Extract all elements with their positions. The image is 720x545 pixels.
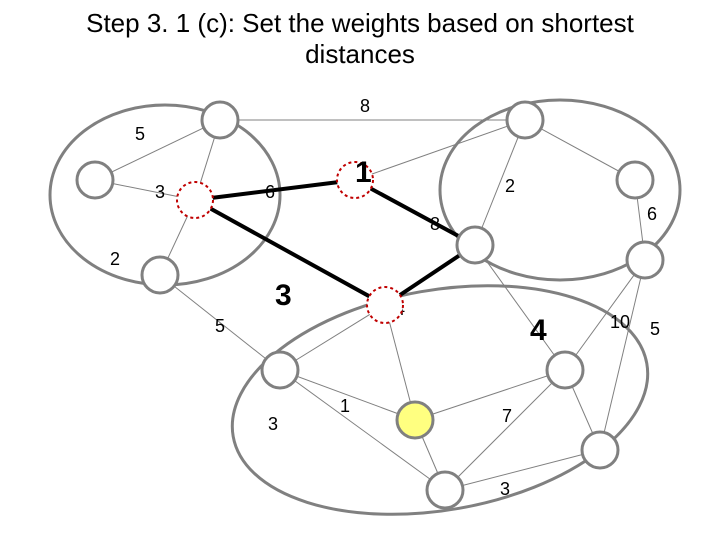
diagram-canvas: 53826528610513473134 <box>0 80 720 540</box>
edge-weight-label: 5 <box>650 319 660 339</box>
edge <box>415 370 565 420</box>
edge-weight-label: 3 <box>155 182 165 202</box>
page-title: Step 3. 1 (c): Set the weights based on … <box>0 8 720 70</box>
edge <box>355 180 475 245</box>
edge <box>445 370 565 490</box>
graph-node <box>177 182 213 218</box>
network-svg: 53826528610513473134 <box>0 80 720 540</box>
edge <box>565 260 645 370</box>
edge <box>95 120 220 180</box>
edge-weight-label: 3 <box>500 479 510 499</box>
graph-node <box>617 162 653 198</box>
edge-weight-label: 2 <box>505 176 515 196</box>
title-line1: Step 3. 1 (c): Set the weights based on … <box>86 8 634 38</box>
graph-node <box>367 287 403 323</box>
graph-node <box>507 102 543 138</box>
edge-weight-label: 7 <box>502 406 512 426</box>
edge-weight-label: 5 <box>135 124 145 144</box>
title-line2: distances <box>305 39 415 69</box>
edge-weight-label: 8 <box>360 96 370 116</box>
edge-weight-label: 6 <box>647 204 657 224</box>
graph-node <box>427 472 463 508</box>
edge <box>600 260 645 450</box>
graph-node <box>77 162 113 198</box>
edge-weight-label: 2 <box>110 249 120 269</box>
edge-weight-label: 6 <box>265 182 275 202</box>
graph-node <box>547 352 583 388</box>
graph-node <box>262 352 298 388</box>
edge <box>445 450 600 490</box>
graph-node <box>142 257 178 293</box>
bold-weight-label: 3 <box>275 279 292 312</box>
edge <box>355 120 525 180</box>
bold-weight-label: 4 <box>530 314 547 347</box>
edge <box>475 120 525 245</box>
graph-node <box>582 432 618 468</box>
edge-weight-label: 10 <box>610 312 630 332</box>
edge <box>475 245 565 370</box>
graph-node <box>457 227 493 263</box>
graph-node <box>627 242 663 278</box>
edge-weight-label: 1 <box>340 396 350 416</box>
edge-weight-label: 8 <box>430 214 440 234</box>
graph-node <box>397 402 433 438</box>
bold-weight-label: 1 <box>355 156 372 189</box>
edge-weight-label: 3 <box>268 414 278 434</box>
edge-weight-label: 5 <box>215 316 225 336</box>
graph-node <box>202 102 238 138</box>
